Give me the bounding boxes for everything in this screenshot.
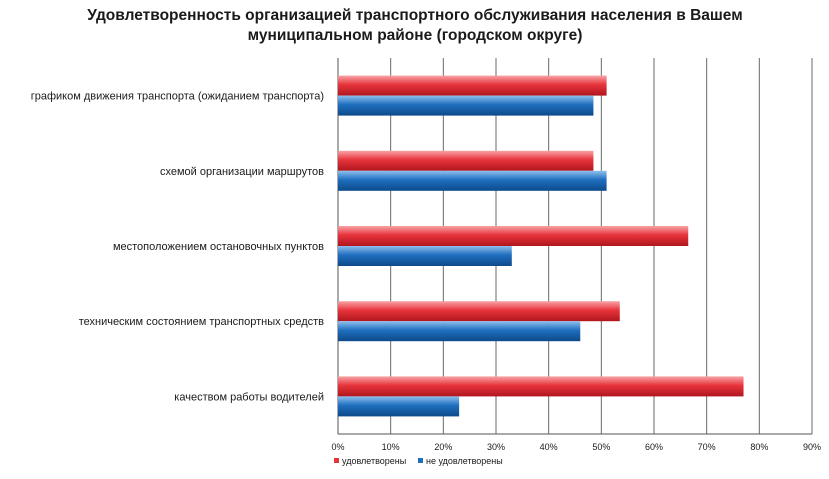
x-tick-label: 30%: [487, 442, 505, 452]
legend-swatch-not-satisfied: [418, 458, 423, 463]
bar-not-satisfied: [338, 396, 460, 417]
x-tick-label: 60%: [645, 442, 663, 452]
x-tick-label: 0%: [331, 442, 344, 452]
bar-satisfied: [338, 301, 620, 322]
x-tick-label: 80%: [750, 442, 768, 452]
bar-not-satisfied: [338, 246, 512, 266]
bar-satisfied: [338, 376, 744, 397]
bar-satisfied: [338, 150, 594, 171]
x-tick-label: 90%: [803, 442, 821, 452]
category-label: схемой организации маршрутов: [160, 166, 324, 178]
legend-swatch-satisfied: [334, 458, 339, 463]
legend-label-satisfied: удовлетворены: [342, 456, 406, 466]
category-label: местоположением остановочных пунктов: [113, 241, 324, 253]
x-tick-label: 40%: [540, 442, 558, 452]
x-tick-label: 20%: [434, 442, 452, 452]
bar-not-satisfied: [338, 170, 607, 191]
bar-not-satisfied: [338, 95, 594, 116]
x-tick-label: 10%: [382, 442, 400, 452]
category-label: качеством работы водителей: [174, 391, 324, 403]
legend-label-not-satisfied: не удовлетворены: [426, 456, 503, 466]
category-label: техническим состоянием транспортных сред…: [79, 316, 324, 328]
bar-not-satisfied: [338, 321, 581, 342]
bar-satisfied: [338, 75, 607, 96]
bar-satisfied: [338, 226, 689, 246]
category-label: графиком движения транспорта (ожиданием …: [31, 91, 324, 103]
x-tick-label: 70%: [698, 442, 716, 452]
chart-title: Удовлетворенность организацией транспорт…: [87, 7, 743, 44]
x-tick-label: 50%: [592, 442, 610, 452]
